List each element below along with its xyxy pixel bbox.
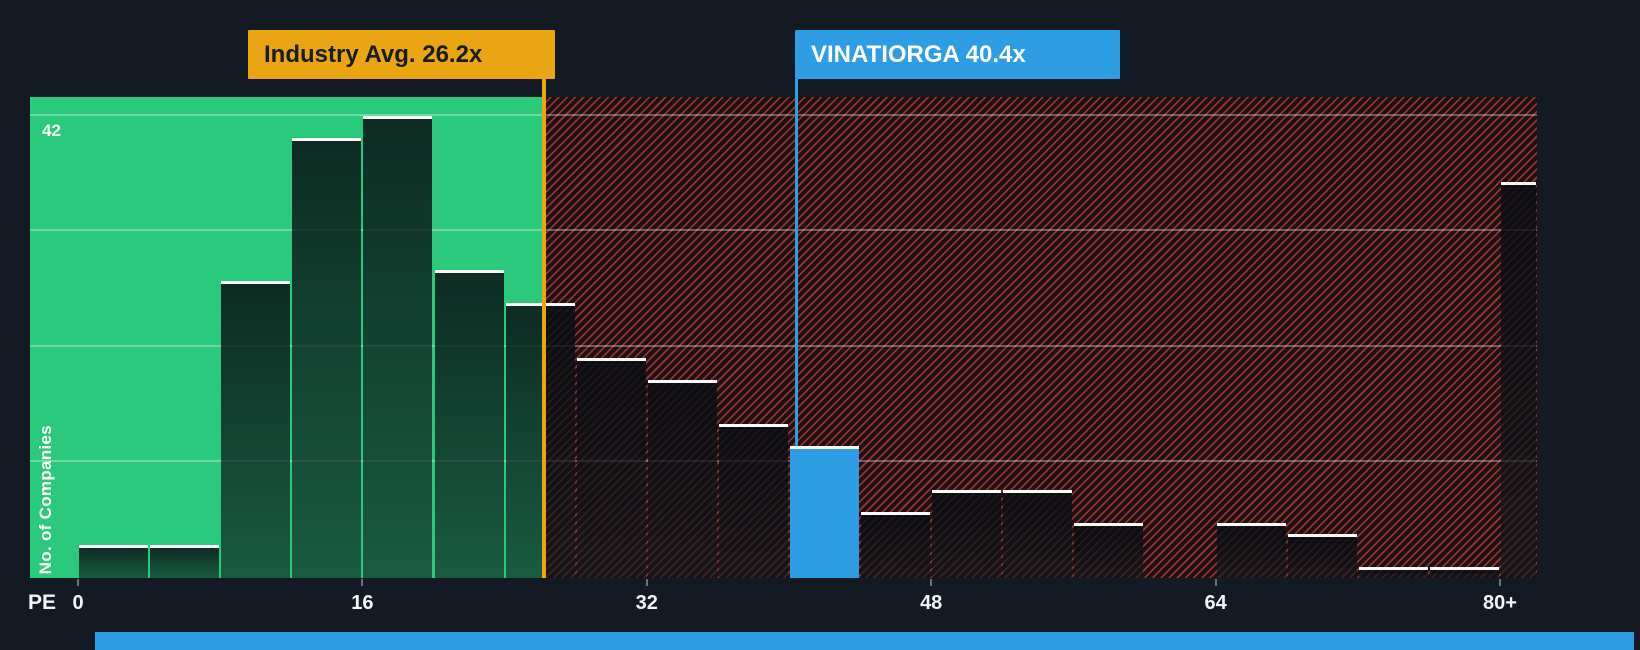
gridline [30, 229, 1537, 232]
x-tick-mark [1499, 579, 1501, 586]
x-tick-mark [645, 579, 648, 586]
histogram-bar[interactable] [1429, 567, 1499, 578]
x-tick-mark [1214, 579, 1217, 586]
histogram-bar[interactable] [647, 379, 717, 578]
histogram-bar[interactable] [1216, 522, 1286, 578]
bottom-blue-strip [95, 632, 1634, 650]
histogram-bar[interactable] [363, 115, 433, 578]
histogram-bar[interactable] [150, 544, 220, 578]
x-tick-mark [361, 579, 364, 586]
x-tick-mark [77, 579, 79, 586]
y-axis-label: No. of Companies [36, 424, 55, 574]
histogram-bar[interactable] [1501, 181, 1537, 578]
x-tick-label: 48 [920, 592, 943, 614]
gridline [30, 113, 1537, 116]
company-callout: VINATIORGA 40.4x [795, 30, 1120, 79]
above-average-zone [543, 97, 1537, 578]
x-tick-label: 80+ [1483, 592, 1517, 614]
histogram-bar[interactable] [292, 137, 362, 578]
histogram-bar[interactable] [79, 544, 149, 578]
histogram-bar[interactable] [576, 357, 646, 578]
x-tick-label: 16 [351, 592, 374, 614]
industry-avg-callout: Industry Avg. 26.2x [248, 30, 555, 79]
histogram-bar[interactable] [1003, 489, 1073, 578]
histogram-bar[interactable] [718, 423, 788, 578]
x-axis-title: PE [28, 591, 57, 614]
x-tick-mark [930, 579, 933, 586]
company-line [794, 79, 798, 578]
industry-avg-line [541, 79, 546, 578]
histogram-bar[interactable] [932, 489, 1002, 578]
gridline [30, 344, 1537, 347]
industry-avg-label: Industry Avg. 26.2x [264, 40, 483, 68]
histogram-bar[interactable] [434, 269, 504, 578]
plot-area: 42 No. of Companies [30, 97, 1537, 578]
histogram-bar[interactable] [1358, 567, 1428, 578]
x-tick-label: 0 [72, 592, 84, 614]
histogram-bar[interactable] [505, 302, 575, 578]
x-tick-label: 64 [1204, 592, 1227, 614]
y-max-label: 42 [42, 121, 61, 140]
x-tick-label: 32 [635, 592, 658, 614]
histogram-bar[interactable] [1287, 533, 1357, 578]
histogram-bar[interactable] [861, 511, 931, 578]
histogram-bar[interactable] [221, 280, 291, 578]
histogram-bar[interactable] [1074, 522, 1144, 578]
company-label: VINATIORGA 40.4x [811, 40, 1026, 68]
company-bar[interactable] [790, 445, 860, 578]
